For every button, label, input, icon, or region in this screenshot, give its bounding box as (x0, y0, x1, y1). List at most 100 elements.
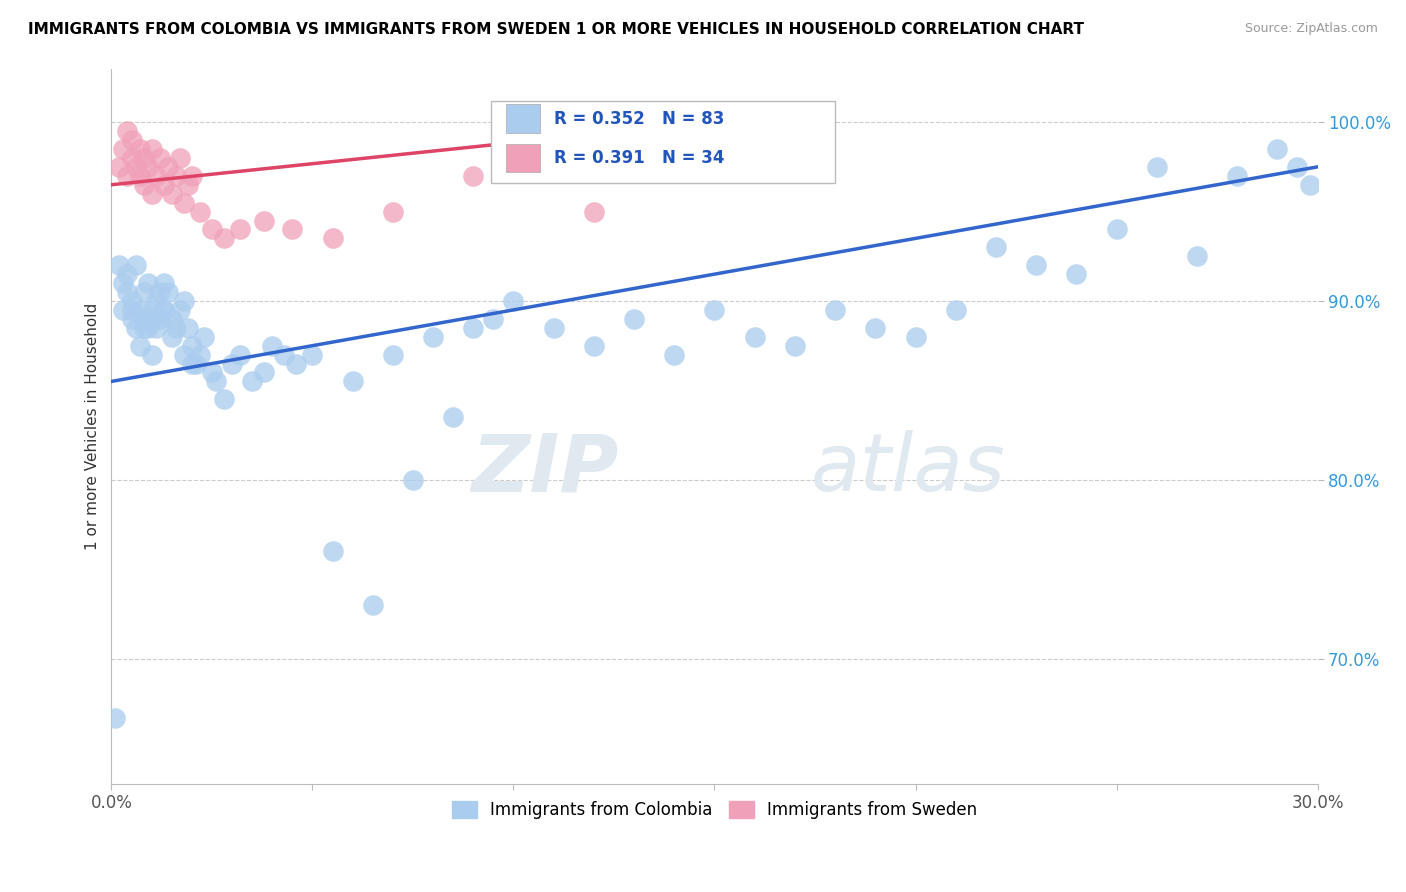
Point (132, 178, 155, 192)
Point (322, 231, 344, 245)
Point (212, 231, 235, 245)
Point (463, 169, 485, 183)
Point (152, 276, 174, 290)
Point (169, 302, 191, 317)
Point (285, 357, 308, 371)
Point (301, 348, 323, 362)
Point (361, 598, 384, 612)
Point (124, 258, 146, 272)
Point (188, 348, 211, 362)
Point (1105, 222, 1128, 236)
Point (984, 240, 1007, 254)
Point (121, 311, 143, 326)
Point (865, 320, 887, 334)
Point (441, 410, 464, 425)
Point (180, 169, 202, 183)
Point (422, 329, 444, 343)
Point (402, 473, 425, 487)
Point (108, 258, 131, 272)
Point (543, 320, 565, 334)
Point (240, 375, 263, 389)
Point (121, 302, 143, 317)
Point (156, 160, 179, 174)
Point (342, 375, 364, 389)
Text: IMMIGRANTS FROM COLOMBIA VS IMMIGRANTS FROM SWEDEN 1 OR MORE VEHICLES IN HOUSEHO: IMMIGRANTS FROM COLOMBIA VS IMMIGRANTS F… (28, 22, 1084, 37)
Point (201, 366, 224, 380)
Point (229, 222, 252, 236)
Point (121, 293, 143, 308)
Point (124, 320, 146, 334)
Point (145, 293, 167, 308)
Point (180, 339, 202, 353)
Point (623, 311, 645, 326)
Point (1025, 258, 1047, 272)
Point (273, 348, 295, 362)
Point (132, 285, 155, 299)
Point (221, 357, 243, 371)
Point (1267, 142, 1289, 156)
Text: ZIP: ZIP (471, 430, 619, 508)
Point (112, 276, 135, 290)
Legend: Immigrants from Colombia, Immigrants from Sweden: Immigrants from Colombia, Immigrants fro… (444, 794, 984, 825)
Point (117, 169, 139, 183)
Point (132, 311, 155, 326)
Point (149, 311, 172, 326)
Point (136, 276, 159, 290)
Point (945, 302, 967, 317)
Point (121, 151, 143, 165)
Point (104, 710, 127, 724)
Point (184, 357, 207, 371)
Point (193, 329, 215, 343)
Point (152, 302, 174, 317)
Point (124, 160, 146, 174)
Point (205, 375, 228, 389)
Point (156, 285, 179, 299)
Point (904, 329, 927, 343)
Point (117, 124, 139, 138)
Point (169, 151, 191, 165)
Point (160, 186, 183, 201)
Point (132, 320, 155, 334)
Point (381, 204, 404, 219)
Point (149, 151, 172, 165)
Text: Source: ZipAtlas.com: Source: ZipAtlas.com (1244, 22, 1378, 36)
Point (1185, 249, 1208, 263)
Point (132, 151, 155, 165)
Point (744, 329, 766, 343)
Point (108, 160, 131, 174)
Point (136, 160, 159, 174)
Point (177, 320, 200, 334)
Point (201, 222, 224, 236)
Point (381, 348, 404, 362)
Point (128, 142, 150, 156)
Point (322, 544, 344, 558)
Point (1286, 160, 1309, 174)
Point (824, 302, 846, 317)
Point (783, 339, 806, 353)
Text: R = 0.352   N = 83: R = 0.352 N = 83 (554, 110, 724, 128)
Point (463, 320, 485, 334)
Point (121, 133, 143, 147)
Point (173, 348, 195, 362)
Point (152, 302, 174, 317)
Point (128, 339, 150, 353)
Point (582, 339, 605, 353)
Point (160, 329, 183, 343)
Point (141, 348, 163, 362)
Point (141, 302, 163, 317)
Point (141, 186, 163, 201)
Point (173, 293, 195, 308)
Point (253, 213, 276, 227)
Point (112, 302, 135, 317)
Bar (506, 144, 540, 172)
Point (117, 267, 139, 281)
Point (145, 320, 167, 334)
Text: R = 0.391   N = 34: R = 0.391 N = 34 (554, 149, 724, 167)
Point (128, 169, 150, 183)
Point (177, 178, 200, 192)
Point (1298, 178, 1320, 192)
Text: atlas: atlas (811, 430, 1005, 508)
Point (160, 311, 183, 326)
Point (502, 293, 524, 308)
Point (149, 285, 172, 299)
